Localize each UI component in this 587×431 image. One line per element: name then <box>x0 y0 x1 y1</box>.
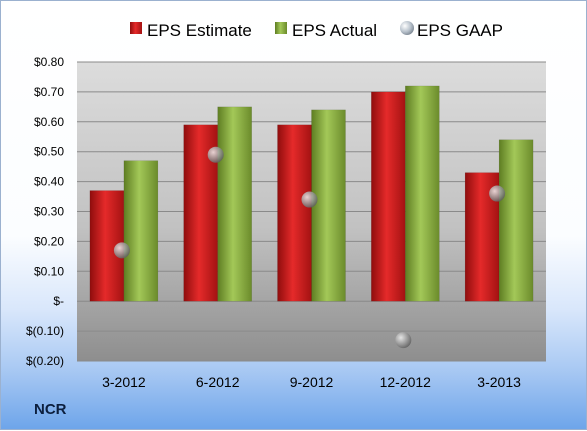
bar-eps-actual <box>217 106 252 302</box>
x-tick-label: 3-2013 <box>477 374 521 390</box>
x-tick-label: 3-2012 <box>102 374 146 390</box>
legend-label-actual: EPS Actual <box>292 21 377 40</box>
bar-eps-actual <box>311 109 346 302</box>
legend-swatch-estimate <box>130 22 142 34</box>
bar-eps-estimate <box>277 124 312 302</box>
bars <box>89 85 534 302</box>
y-tick-label: $- <box>53 294 64 308</box>
legend-label-gaap: EPS GAAP <box>417 21 503 40</box>
legend: EPS Estimate EPS Actual EPS GAAP <box>130 21 503 40</box>
y-axis-ticks: $0.80 $0.70 $0.60 $0.50 $0.40 $0.30 $0.20 $0.10… <box>26 55 64 368</box>
bar-eps-actual <box>498 139 534 302</box>
x-tick-label: 12-2012 <box>380 374 432 390</box>
bar-eps-actual <box>405 85 440 302</box>
legend-marker-gaap <box>400 21 414 35</box>
marker-eps-gaap <box>489 185 506 202</box>
gaap-markers <box>113 146 506 349</box>
marker-eps-gaap <box>301 191 318 208</box>
x-axis-labels: 3-2012 6-2012 9-2012 12-2012 3-2013 <box>102 374 521 390</box>
y-tick-label: $0.60 <box>34 115 64 129</box>
marker-eps-gaap <box>113 242 130 259</box>
marker-eps-gaap <box>395 332 412 349</box>
y-tick-label: $(0.20) <box>26 354 64 368</box>
y-tick-label: $0.50 <box>34 145 64 159</box>
y-tick-label: $0.80 <box>34 55 64 69</box>
legend-item-estimate: EPS Estimate <box>130 21 252 40</box>
x-tick-label: 6-2012 <box>196 374 240 390</box>
bar-eps-estimate <box>371 91 406 302</box>
y-tick-label: $0.70 <box>34 85 64 99</box>
y-tick-label: $0.10 <box>34 264 64 278</box>
y-tick-label: $(0.10) <box>26 324 64 338</box>
bar-eps-actual <box>123 160 159 302</box>
company-label: NCR <box>34 401 67 418</box>
y-tick-label: $0.40 <box>34 175 64 189</box>
legend-swatch-actual <box>275 22 287 34</box>
legend-label-estimate: EPS Estimate <box>147 21 252 40</box>
legend-item-gaap: EPS GAAP <box>400 21 503 40</box>
x-tick-label: 9-2012 <box>290 374 334 390</box>
marker-eps-gaap <box>207 146 224 163</box>
y-tick-label: $0.20 <box>34 234 64 248</box>
y-tick-label: $0.30 <box>34 205 64 219</box>
legend-item-actual: EPS Actual <box>275 21 377 40</box>
